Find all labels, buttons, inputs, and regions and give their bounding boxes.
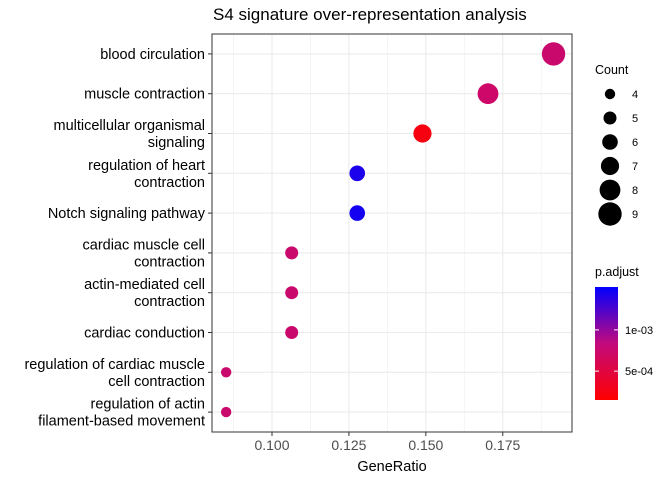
count-legend-title: Count: [595, 63, 629, 77]
x-axis-title: GeneRatio: [357, 459, 426, 475]
data-point: [349, 165, 366, 182]
y-tick-label: multicellular organismal signaling: [54, 118, 206, 151]
count-legend: Count 4 5 6 7 8 9: [595, 63, 638, 226]
data-point: [285, 326, 299, 339]
y-tick-label: cardiac conduction: [84, 326, 205, 342]
y-tick-label-line: regulation of heart: [88, 158, 205, 174]
y-axis: blood circulation muscle contraction multi…: [24, 47, 212, 430]
y-tick-label-line: contraction: [134, 294, 205, 310]
y-tick-label-line: Notch signaling pathway: [48, 206, 206, 222]
count-legend-key: [600, 156, 620, 176]
y-tick-label-line: multicellular organismal: [54, 118, 206, 134]
count-legend-key: [604, 88, 616, 100]
p-adjust-legend-title: p.adjust: [595, 265, 639, 279]
y-tick-label: regulation of actin filament-based moveme…: [38, 397, 205, 430]
y-tick-label: regulation of heart contraction: [88, 158, 205, 191]
y-tick-label-line: contraction: [134, 254, 205, 270]
y-tick-label: blood circulation: [100, 47, 205, 63]
x-tick-label: 0.150: [408, 437, 443, 453]
y-tick-label-line: signaling: [148, 135, 205, 151]
count-legend-label: 8: [632, 185, 638, 197]
x-axis: 0.100 0.125 0.150 0.175: [254, 432, 520, 453]
count-legend-key: [598, 202, 622, 226]
data-point: [220, 367, 232, 378]
grid-lines: [212, 34, 572, 432]
count-legend-key: [603, 111, 617, 125]
y-tick-label-line: cell contraction: [108, 374, 205, 390]
data-point: [220, 406, 232, 418]
data-point: [541, 42, 566, 66]
count-legend-key: [599, 179, 621, 201]
p-adjust-legend: p.adjust 1e-03 5e-04: [595, 265, 653, 400]
data-points: [220, 42, 566, 418]
chart-title: S4 signature over-representation analysi…: [213, 5, 527, 24]
y-tick-label-line: blood circulation: [100, 47, 205, 63]
count-legend-label: 4: [632, 89, 638, 101]
count-legend-label: 9: [632, 209, 638, 221]
plot-border: [211, 33, 573, 433]
y-tick-label: muscle contraction: [84, 87, 205, 103]
p-adjust-legend-label: 1e-03: [625, 325, 653, 337]
y-tick-label-line: actin-mediated cell: [84, 277, 205, 293]
count-legend-label: 5: [632, 113, 638, 125]
x-tick-label: 0.175: [485, 437, 520, 453]
count-legend-key: [602, 134, 618, 150]
x-tick-label: 0.125: [331, 437, 366, 453]
data-point: [285, 246, 299, 260]
data-point: [285, 286, 299, 300]
y-tick-label: actin-mediated cell contraction: [84, 277, 205, 310]
x-tick-label: 0.100: [254, 437, 289, 453]
data-point: [349, 205, 366, 221]
y-tick-label-line: regulation of cardiac muscle: [24, 357, 205, 373]
data-point: [477, 83, 499, 105]
count-legend-label: 6: [632, 137, 638, 149]
data-point: [413, 124, 432, 143]
count-legend-label: 7: [632, 161, 638, 173]
p-adjust-legend-label: 5e-04: [625, 366, 653, 378]
y-tick-label: cardiac muscle cell contraction: [83, 237, 206, 270]
y-tick-label-line: filament-based movement: [38, 414, 205, 430]
y-tick-label-line: regulation of actin: [91, 397, 205, 413]
y-tick-label: regulation of cardiac muscle cell contrac…: [24, 357, 205, 390]
p-adjust-colorbar: [595, 287, 618, 400]
y-tick-label-line: cardiac muscle cell: [83, 237, 206, 253]
y-tick-label-line: cardiac conduction: [84, 326, 205, 342]
y-tick-label: Notch signaling pathway: [48, 206, 206, 222]
y-tick-label-line: contraction: [134, 175, 205, 191]
y-tick-label-line: muscle contraction: [84, 87, 205, 103]
